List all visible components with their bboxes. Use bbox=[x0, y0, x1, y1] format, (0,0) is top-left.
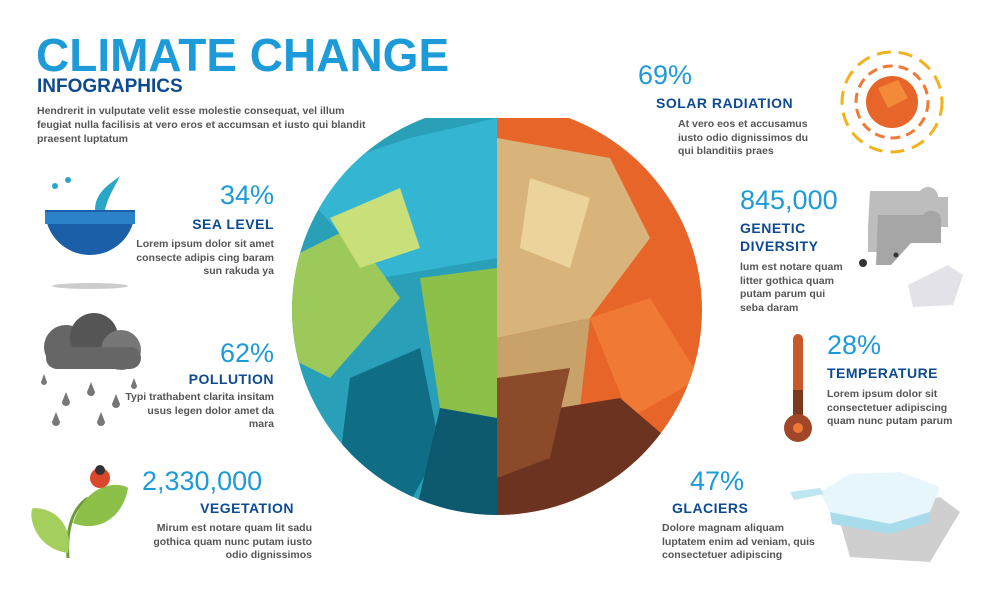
vegetation-desc: Mirum est notare quam lit sadu gothica q… bbox=[153, 522, 312, 561]
glaciers-label: GLACIERS bbox=[672, 500, 749, 516]
sea-level-label: SEA LEVEL bbox=[192, 216, 274, 232]
solar-radiation-desc: At vero eos et accusamus iusto odio dign… bbox=[678, 118, 809, 157]
leaf-ladybug-icon bbox=[31, 465, 128, 559]
temperature-label: TEMPERATURE bbox=[827, 365, 939, 381]
intro-text: Hendrerit in vulputate velit esse molest… bbox=[37, 105, 366, 145]
genetic-diversity-label-line2: DIVERSITY bbox=[740, 238, 819, 254]
solar-radiation-value: 69% bbox=[638, 60, 693, 90]
pollution-label: POLLUTION bbox=[188, 371, 274, 387]
vegetation-value: 2,330,000 bbox=[142, 466, 263, 496]
genetic-diversity-value: 845,000 bbox=[740, 185, 838, 215]
page-subtitle: INFOGRAPHICS bbox=[37, 76, 183, 97]
sea-level-value: 34% bbox=[219, 180, 274, 210]
sun-icon bbox=[840, 50, 944, 154]
thermometer-icon bbox=[784, 334, 812, 442]
glaciers-value: 47% bbox=[690, 466, 745, 496]
pollution-desc: Typi trathabent clarita insitam usus leg… bbox=[125, 391, 274, 430]
polar-bear-icon bbox=[859, 187, 963, 307]
sea-level-desc: Lorem ipsum dolor sit amet consecte adip… bbox=[136, 238, 274, 277]
solar-radiation-label: SOLAR RADIATION bbox=[656, 95, 794, 111]
whale-tail-ocean-icon bbox=[45, 176, 135, 289]
temperature-desc: Lorem ipsum dolor sit consectetuer adipi… bbox=[827, 388, 953, 427]
genetic-diversity-desc: lum est notare quam litter gothica quam … bbox=[740, 261, 843, 314]
globe-icon bbox=[292, 118, 702, 515]
vegetation-label: VEGETATION bbox=[200, 500, 294, 516]
glaciers-desc: Dolore magnam aliquam luptatem enim ad v… bbox=[662, 522, 815, 561]
genetic-diversity-label-line1: GENETIC bbox=[740, 220, 806, 236]
pollution-value: 62% bbox=[219, 338, 274, 368]
iceberg-icon bbox=[790, 472, 960, 562]
page-title: CLIMATE CHANGE bbox=[36, 29, 450, 81]
temperature-value: 28% bbox=[827, 330, 882, 360]
rain-cloud-icon bbox=[41, 313, 141, 426]
